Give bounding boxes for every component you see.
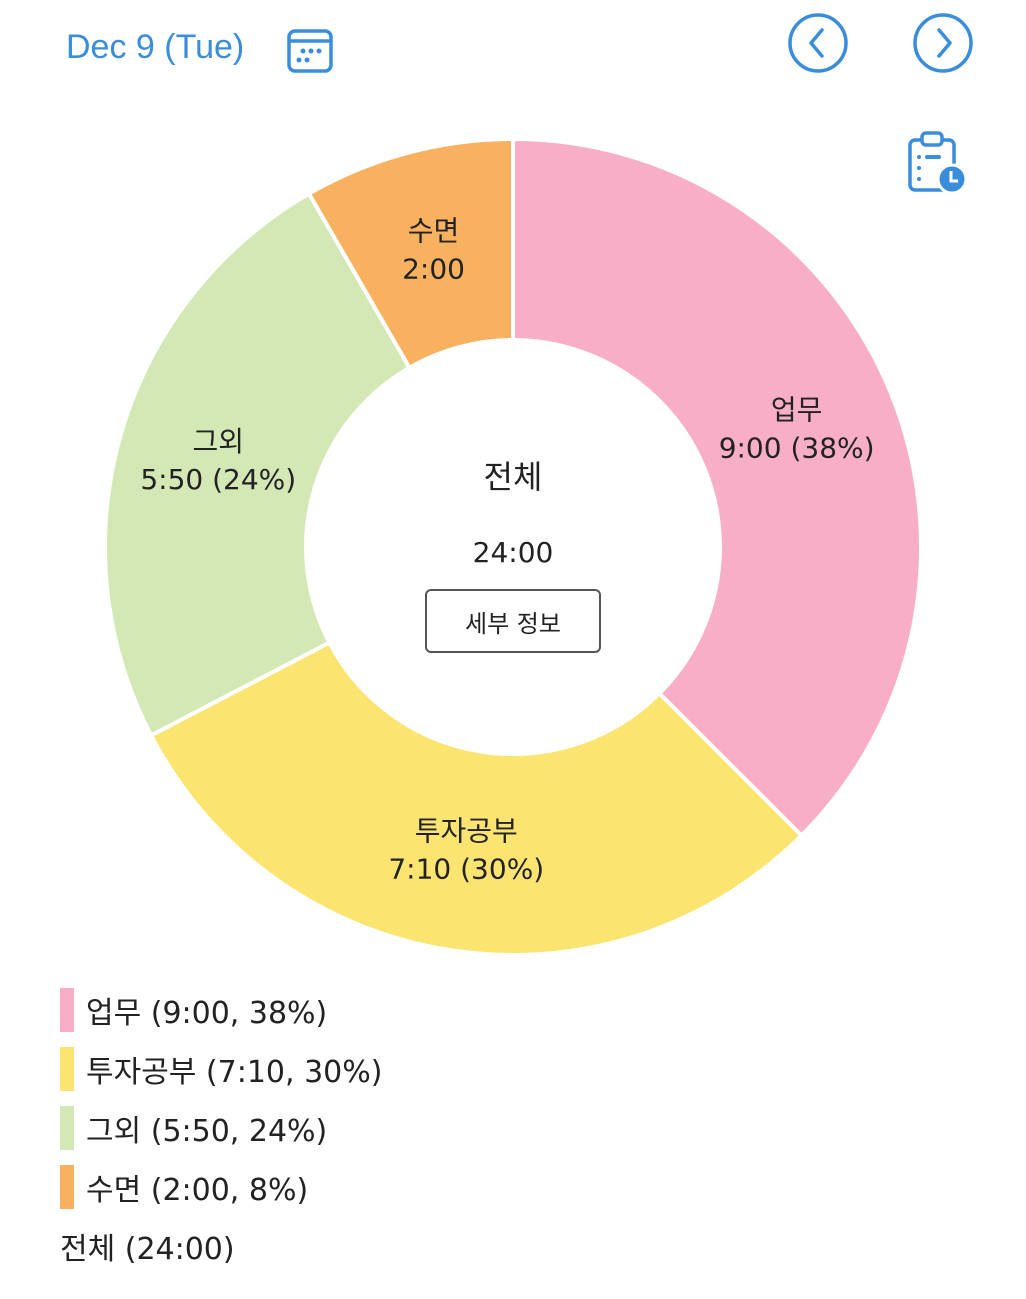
- legend-label: 그외 (5:50, 24%): [86, 1113, 328, 1149]
- slice-1[interactable]: [148, 639, 805, 957]
- chevron-left-circle-icon[interactable]: [787, 12, 849, 74]
- legend-swatch: [60, 1164, 74, 1209]
- detail-info-button[interactable]: 세부 정보: [425, 589, 601, 653]
- slice-0[interactable]: [511, 136, 923, 839]
- slice-label-name: 업무: [771, 394, 823, 427]
- legend: 업무 (9:00, 38%) 투자공부 (7:10, 30%) 그외 (5:50, …: [60, 980, 382, 1275]
- slice-label-label_line2: 9:00 (38%): [719, 432, 875, 465]
- legend-label: 투자공부 (7:10, 30%): [86, 1054, 383, 1090]
- slice-3[interactable]: [306, 136, 515, 371]
- donut-chart: 업무 9:00 (38%) 투자공부 7:10 (30%) 그외 5:50 (24%) 수면…: [103, 136, 923, 957]
- legend-item[interactable]: 그외 (5:50, 24%): [60, 1098, 382, 1157]
- legend-label: 수면 (2:00, 8%): [86, 1172, 309, 1208]
- clipboard-clock-icon[interactable]: [905, 130, 969, 196]
- legend-label: 업무 (9:00, 38%): [86, 995, 328, 1031]
- legend-swatch: [60, 1046, 74, 1091]
- slice-label-label_line2: 2:00: [402, 252, 465, 285]
- slice-label-name: 투자공부: [415, 814, 518, 847]
- center-total: 24:00: [472, 536, 554, 569]
- center-title: 전체: [483, 458, 543, 496]
- calendar-icon[interactable]: [286, 27, 334, 75]
- legend-item[interactable]: 투자공부 (7:10, 30%): [60, 1039, 382, 1098]
- legend-item[interactable]: 업무 (9:00, 38%): [60, 980, 382, 1039]
- slice-label-name: 그외: [192, 425, 244, 458]
- slice-2[interactable]: [103, 190, 413, 739]
- slice-label-label_line2: 5:50 (24%): [140, 463, 296, 496]
- date-title[interactable]: Dec 9 (Tue): [66, 28, 245, 66]
- legend-total: 전체 (24:00): [60, 1231, 235, 1267]
- legend-swatch: [60, 987, 74, 1032]
- legend-swatch: [60, 1105, 74, 1150]
- slice-label-name: 수면: [408, 214, 460, 247]
- slice-label-label_line2: 7:10 (30%): [388, 852, 544, 885]
- chevron-right-circle-icon[interactable]: [912, 12, 974, 74]
- legend-item[interactable]: 수면 (2:00, 8%): [60, 1157, 382, 1216]
